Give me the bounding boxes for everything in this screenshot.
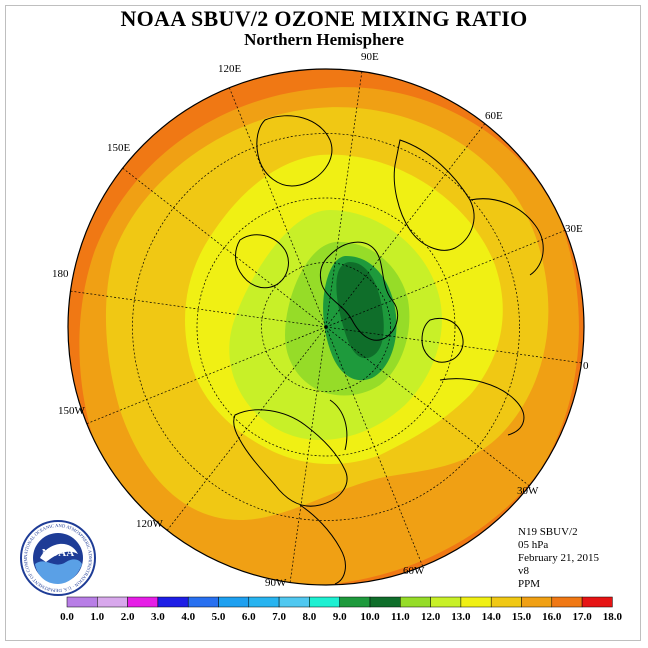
figure-frame [5,5,641,641]
colorbar-swatch [521,596,553,608]
colorbar-swatch [97,596,128,608]
colorbar-tick-label: 14.0 [482,611,502,623]
map-title: NOAA SBUV/2 OZONE MIXING RATIO [120,6,528,31]
dataset-info: N19 SBUV/2 05 hPa February 21, 2015 v8 P… [518,526,599,591]
colorbar-tick-label: 16.0 [542,611,562,623]
instrument-text: N19 SBUV/2 [518,526,578,538]
colorbar-tick-label: 5.0 [212,611,226,623]
graticule [70,71,582,583]
lon-label-150e: 150E [107,142,131,154]
meridian-line [229,87,327,328]
date-text: February 21, 2015 [518,552,599,564]
colorbar-swatch [581,596,613,608]
greenland-coast [319,241,399,341]
meridian-line [289,326,327,583]
lon-label-120w: 120W [136,518,163,530]
lon-label-60w: 60W [403,565,425,577]
latitude-circle [261,262,391,392]
colorbar-tick-label: 4.0 [181,611,195,623]
north-america-coast [233,409,348,507]
lon-label-0: 0 [583,360,589,372]
colorbar-tick-label: 10.0 [360,611,380,623]
meridian-line [86,326,327,424]
europe-coast [439,378,525,436]
colorbar-swatch [187,596,219,608]
version-text: v8 [518,565,529,577]
coastlines [233,115,544,585]
map-subtitle: Northern Hemisphere [244,30,404,49]
latitude-circle [132,133,520,521]
meridian-line [166,326,327,531]
meridian-line [325,71,363,328]
eurasia-coast [393,139,475,251]
colorbar-swatch [66,596,98,608]
colorbar-tick-label: 18.0 [603,611,623,623]
scandinavia-coast [421,317,464,363]
colorbar-tick-label: 2.0 [121,611,135,623]
colorbar-swatch [460,596,492,608]
lon-label-90e: 90E [361,51,379,63]
lon-label-30e: 30E [565,223,583,235]
siberia-coast [235,234,289,289]
meridian-line [70,290,327,328]
meridian-line [122,167,327,328]
hudson-bay-coast [329,399,348,451]
colorbar-tick-label: 6.0 [242,611,256,623]
meridian-line [325,230,566,328]
colorbar-tick-label: 0.0 [60,611,74,623]
colorbar-swatch [278,596,310,608]
colorbar-tick-label: 12.0 [421,611,441,623]
map-boundary [67,68,585,586]
colorbar-swatch [490,596,522,608]
colorbar: 0.0 1.0 2.0 3.0 4.0 5.0 6.0 7.0 8.0 9.0 10.0 11.0 12… [60,596,623,623]
colorbar-tick-label: 11.0 [391,611,410,623]
colorbar-tick-label: 9.0 [333,611,347,623]
east-asia-coast [469,198,544,276]
colorbar-tick-label: 13.0 [451,611,471,623]
colorbar-tick-label: 3.0 [151,611,165,623]
colorbar-swatch [400,596,431,608]
lon-label-150w: 150W [58,405,85,417]
pressure-level-text: 05 hPa [518,539,549,551]
colorbar-swatch [218,596,250,608]
colorbar-tick-label: 15.0 [512,611,532,623]
colorbar-tick-label: 8.0 [303,611,317,623]
meridian-line [325,326,423,567]
lon-label-60e: 60E [485,110,503,122]
field-band-above-10 [336,262,384,359]
colorbar-swatch [551,596,583,608]
colorbar-swatch [248,596,280,608]
colorbar-swatch [339,596,371,608]
colorbar-swatch [157,596,189,608]
colorbar-tick-label: 1.0 [90,611,104,623]
colorbar-swatch [127,596,159,608]
lon-label-90w: 90W [265,577,287,589]
lon-label-120e: 120E [218,63,242,75]
colorbar-swatch [369,596,401,608]
units-text: PPM [518,578,541,590]
lon-label-30w: 30W [517,485,539,497]
colorbar-tick-label: 17.0 [572,611,592,623]
meridian-line [325,326,530,487]
colorbar-swatch [430,596,462,608]
svg-text:NOAA: NOAA [42,547,74,559]
colorbar-tick-label: 7.0 [272,611,286,623]
meridian-line [325,326,582,364]
meridian-line [325,123,486,328]
noaa-logo: NOAA NATIONAL OCEANIC AND ATMOSPHERIC AD… [18,518,96,596]
central-america-coast [299,504,346,585]
colorbar-swatch [309,596,340,608]
lon-label-180: 180 [52,268,69,280]
latitude-circle [196,197,456,457]
